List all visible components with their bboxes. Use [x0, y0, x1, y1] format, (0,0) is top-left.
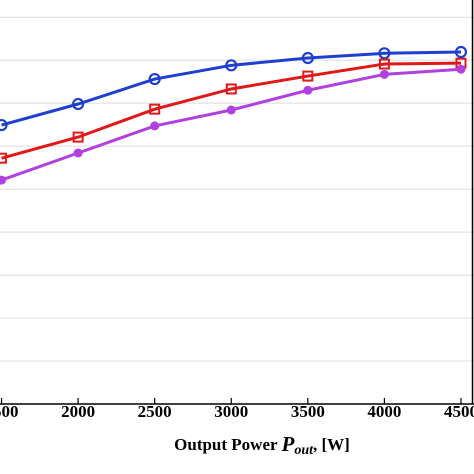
marker	[456, 64, 466, 74]
marker	[302, 70, 314, 82]
x-label-unit: , [W]	[313, 435, 350, 454]
x-tick-label: 3000	[214, 402, 248, 421]
marker	[379, 69, 389, 79]
marker	[378, 47, 391, 60]
marker	[150, 121, 160, 131]
marker	[301, 51, 314, 65]
marker	[148, 72, 161, 86]
marker	[225, 83, 237, 95]
x-tick-label: 3500	[291, 402, 325, 421]
x-tick-label: 2500	[138, 402, 172, 421]
series-line	[1, 61, 461, 160]
marker	[0, 175, 7, 185]
x-label-text: Output Power	[174, 435, 281, 454]
marker	[149, 103, 161, 115]
marker	[73, 148, 83, 158]
marker	[0, 152, 8, 164]
marker	[0, 118, 8, 132]
marker	[378, 58, 390, 70]
marker	[303, 85, 313, 95]
marker	[72, 131, 84, 143]
marker	[225, 59, 238, 72]
series-line	[1, 50, 462, 127]
marker	[226, 105, 236, 115]
marker	[454, 45, 468, 59]
x-label-symbol: P	[281, 432, 295, 456]
x-tick-label: 2000	[61, 402, 95, 421]
x-axis-label: Output Power Pout, [W]	[174, 432, 350, 458]
x-tick-label: 4000	[367, 402, 401, 421]
x-tick-label: 4500	[444, 402, 474, 421]
marker	[72, 97, 85, 111]
series-line	[1, 67, 462, 182]
x-tick-label: 1500	[0, 402, 19, 421]
x-label-subscript: out	[294, 443, 314, 458]
